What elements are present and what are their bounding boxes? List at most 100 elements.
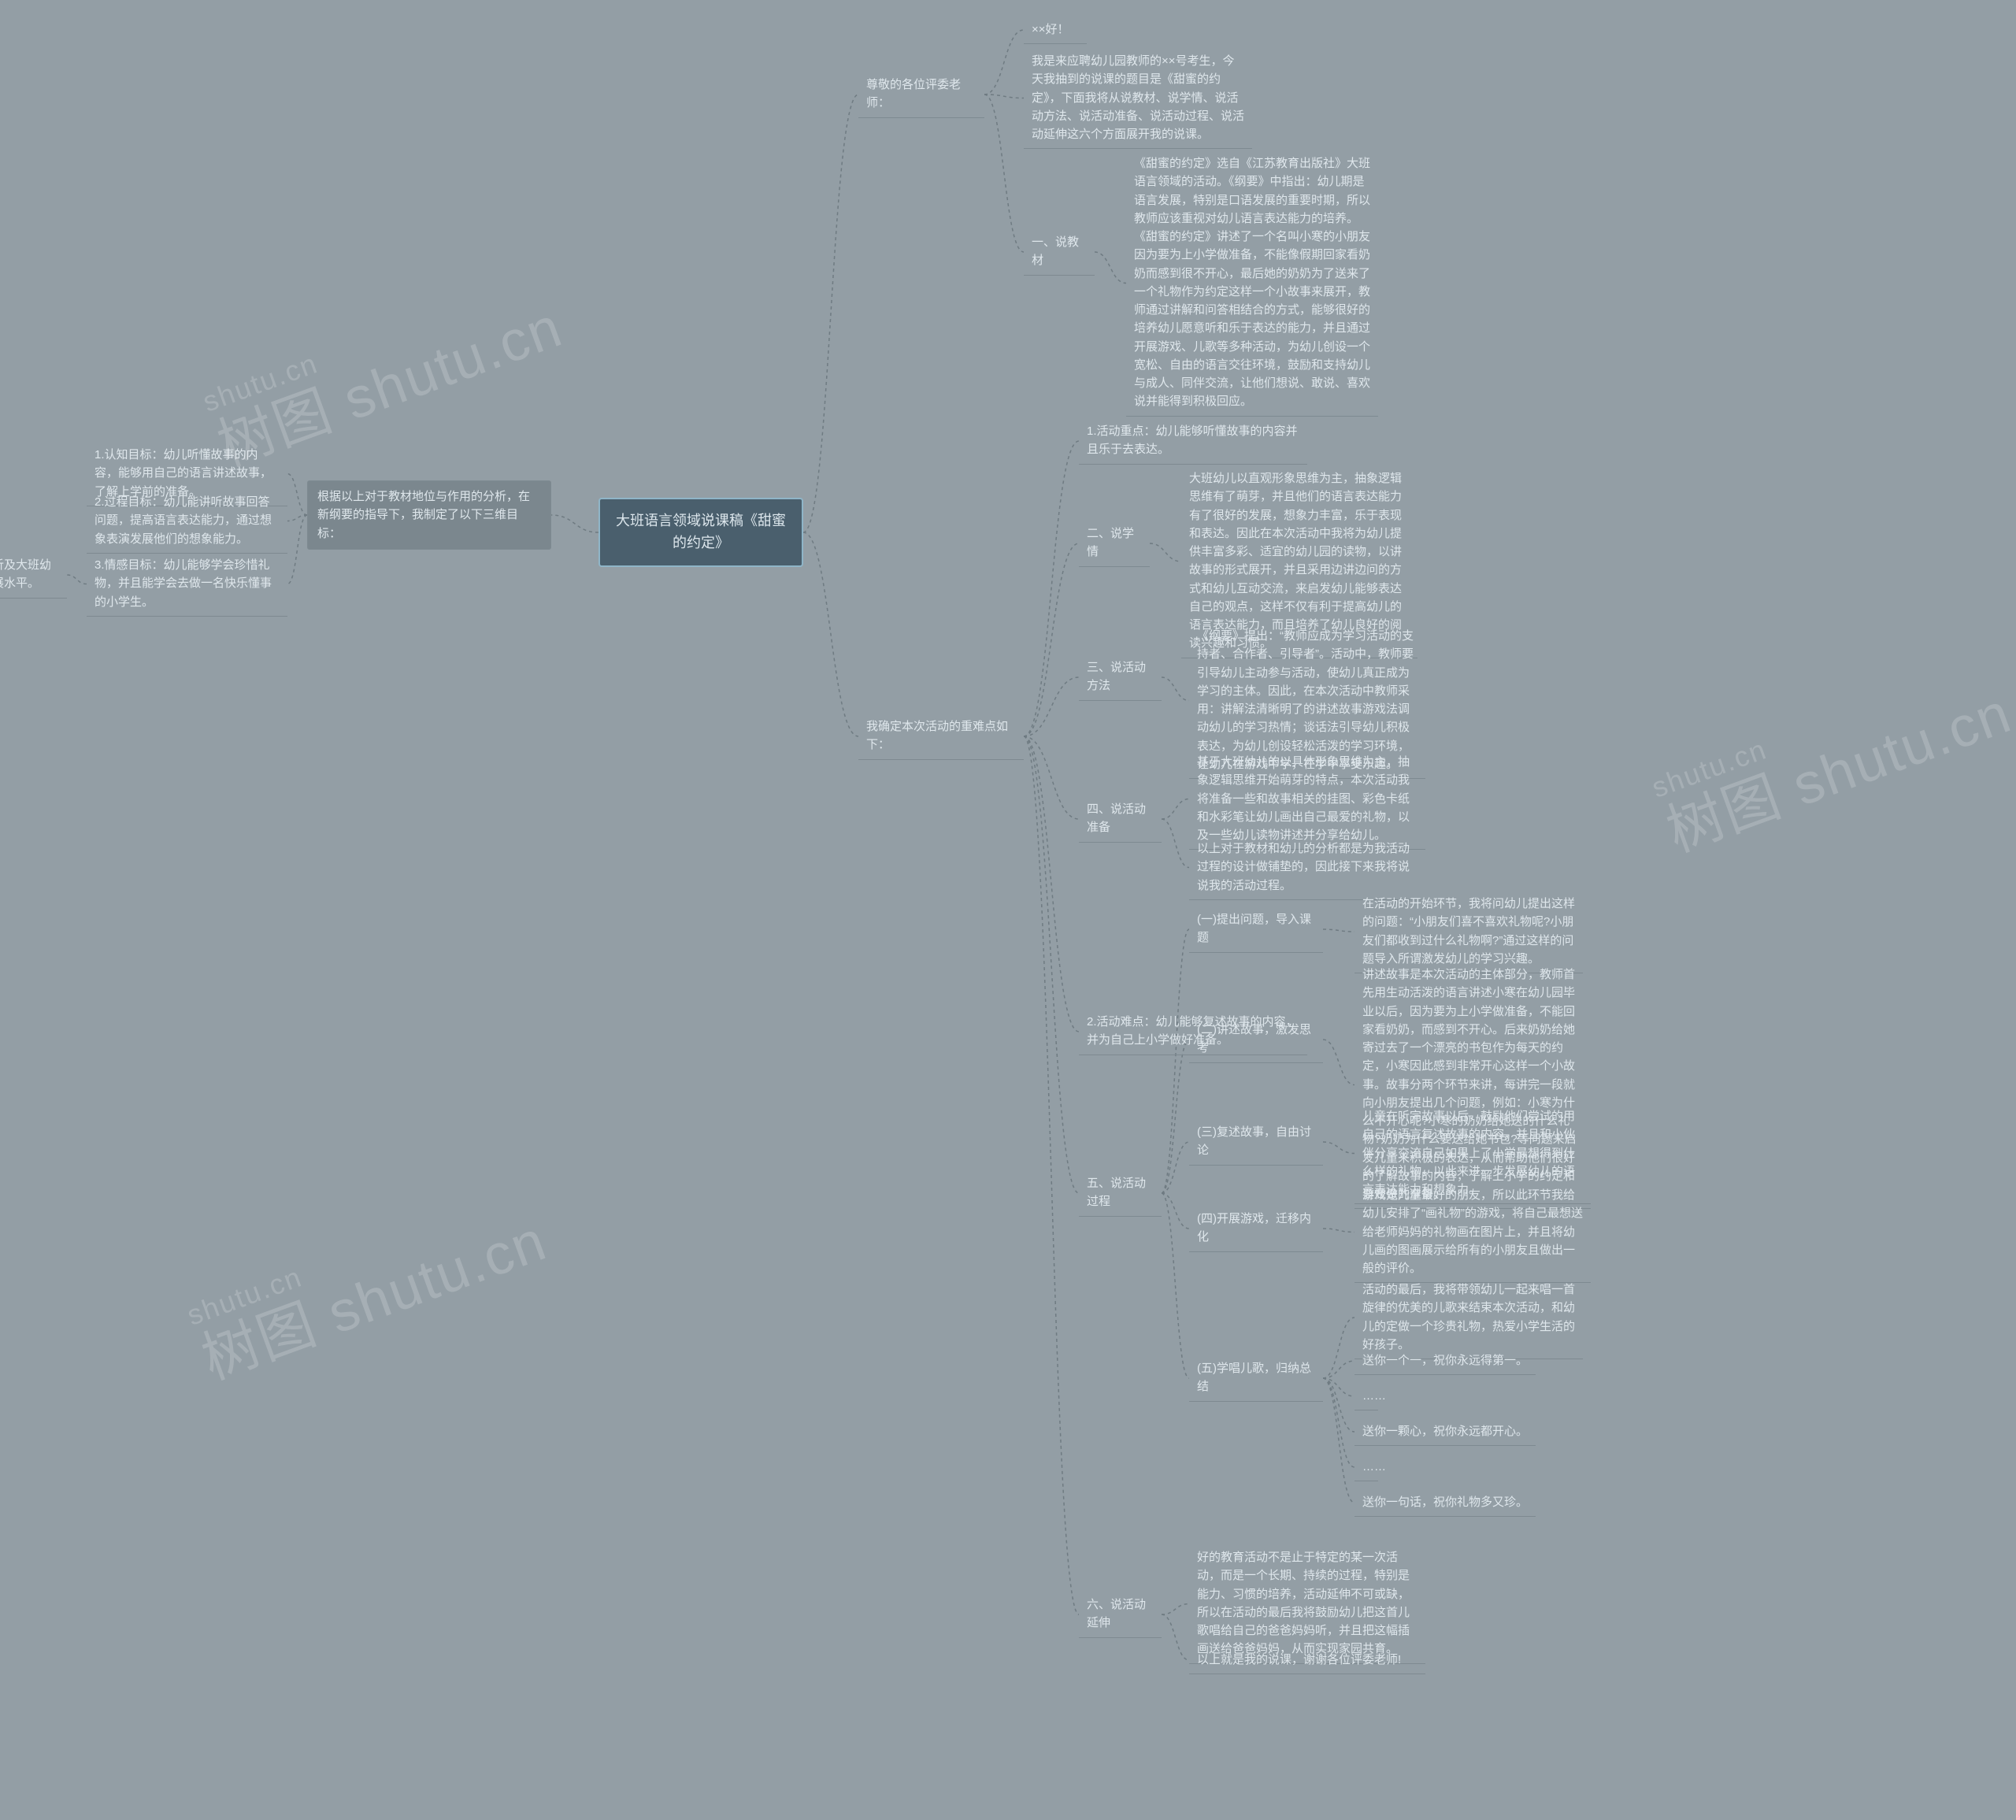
watermark-main: 树图 shutu.cn xyxy=(194,1209,554,1392)
node-text: 我是来应聘幼儿园教师的××号考生，今天我抽到的说课的题目是《甜蜜的约定》，下面我… xyxy=(1032,54,1244,141)
mindmap-node[interactable]: 送你一个一，祝你永远得第一。 xyxy=(1354,1347,1536,1375)
node-text: 以上就是我的说课，谢谢各位评委老师! xyxy=(1197,1653,1401,1666)
watermark: shutu.cn树图 shutu.cn xyxy=(1647,650,2016,867)
edge xyxy=(1323,1378,1354,1432)
mindmap-node[interactable]: 五、说活动过程 xyxy=(1079,1169,1162,1217)
mindmap-node[interactable]: 一、说教材 xyxy=(1024,228,1095,276)
node-text: 一、说教材 xyxy=(1032,235,1079,267)
mindmap-node[interactable]: 以上就是我的说课，谢谢各位评委老师! xyxy=(1189,1646,1425,1674)
node-text: 1.活动重点：幼儿能够听懂故事的内容并且乐于去表达。 xyxy=(1087,424,1298,456)
edge xyxy=(1162,819,1189,868)
node-text: 送你一个一，祝你永远得第一。 xyxy=(1362,1354,1528,1367)
edge xyxy=(1162,1142,1189,1193)
edge xyxy=(67,575,87,584)
node-text: 五、说活动过程 xyxy=(1087,1177,1146,1208)
node-text: 送你一颗心，祝你永远都开心。 xyxy=(1362,1425,1528,1438)
mindmap-root[interactable]: 大班语言领域说课稿《甜蜜的约定》 xyxy=(598,498,803,567)
mindmap-node[interactable]: 二、说学情 xyxy=(1079,520,1150,567)
mindmap-node[interactable]: (三)复述故事，自由讨论 xyxy=(1189,1118,1323,1166)
edge xyxy=(1323,929,1354,932)
edge xyxy=(1323,1378,1354,1467)
node-text: 大班语言领域说课稿《甜蜜的约定》 xyxy=(616,513,786,550)
mindmap-node[interactable]: 2.过程目标：幼儿能讲听故事回答问题，提高语言表达能力，通过想象表演发展他们的想… xyxy=(87,488,287,554)
node-text: 送你一句话，祝你礼物多又珍。 xyxy=(1362,1496,1528,1509)
mindmap-node[interactable]: 送你一颗心，祝你永远都开心。 xyxy=(1354,1418,1536,1446)
edge xyxy=(1024,543,1079,736)
node-text: 以上对于教材和幼儿的分析都是为我活动过程的设计做铺垫的，因此接下来我将说说我的活… xyxy=(1197,842,1410,892)
node-text: 游戏是儿童最好的朋友，所以此环节我给幼儿安排了“画礼物”的游戏，将自己最想送给老… xyxy=(1362,1188,1583,1275)
edge xyxy=(803,532,858,736)
edge xyxy=(1162,1040,1189,1193)
watermark-domain: shutu.cn xyxy=(183,1177,533,1332)
mindmap-node[interactable]: …… xyxy=(1354,1453,1378,1481)
mindmap-node[interactable]: 游戏是儿童最好的朋友，所以此环节我给幼儿安排了“画礼物”的游戏，将自己最想送给老… xyxy=(1354,1181,1591,1283)
node-text: 尊敬的各位评委老师： xyxy=(866,78,961,109)
mindmap-node[interactable]: (五)学唱儿歌，归纳总结 xyxy=(1189,1355,1323,1402)
edge xyxy=(1323,1378,1354,1396)
edge xyxy=(984,95,1024,252)
mindmap-node[interactable]: 三、说活动方法 xyxy=(1079,654,1162,701)
node-text: 基于大班幼儿的以具体形象思维为主，抽象逻辑思维开始萌芽的特点，本次活动我将准备一… xyxy=(1197,755,1410,842)
node-text: 活动的最后，我将带领幼儿一起来唱一首旋律的优美的儿歌来结束本次活动，和幼儿的定做… xyxy=(1362,1283,1575,1351)
mindmap-node[interactable]: 六、说活动延伸 xyxy=(1079,1591,1162,1638)
mindmap-node[interactable]: 1.活动重点：幼儿能够听懂故事的内容并且乐于去表达。 xyxy=(1079,417,1307,465)
mindmap-node[interactable]: 根据以上对于教材的分析及大班幼儿的年龄特点和语言发展水平。 xyxy=(0,551,67,599)
mindmap-node[interactable]: 送你一句话，祝你礼物多又珍。 xyxy=(1354,1488,1536,1517)
edge xyxy=(1323,1229,1354,1232)
edge xyxy=(1024,736,1079,1032)
mindmap-node[interactable]: …… xyxy=(1354,1382,1378,1410)
edge xyxy=(1323,1040,1354,1085)
edge xyxy=(1323,1318,1354,1378)
edge xyxy=(1162,677,1189,701)
node-text: …… xyxy=(1362,1389,1386,1403)
node-text: …… xyxy=(1362,1460,1386,1473)
node-text: 在活动的开始环节，我将问幼儿提出这样的问题：“小朋友们喜不喜欢礼物呢?小朋友们都… xyxy=(1362,897,1575,966)
mindmap-node[interactable]: 根据以上对于教材地位与作用的分析，在新纲要的指导下，我制定了以下三维目标： xyxy=(307,480,551,550)
edge xyxy=(1162,929,1189,1193)
edge xyxy=(1024,441,1079,736)
mindmap-node[interactable]: 尊敬的各位评委老师： xyxy=(858,71,984,118)
edge xyxy=(1095,252,1126,284)
edge xyxy=(984,30,1024,95)
edge xyxy=(1024,736,1079,1614)
edge xyxy=(1024,677,1079,736)
mindmap-node[interactable]: (一)提出问题，导入课题 xyxy=(1189,906,1323,953)
edge xyxy=(287,474,307,516)
edge xyxy=(1323,1361,1354,1378)
edge xyxy=(803,95,858,532)
node-text: 六、说活动延伸 xyxy=(1087,1598,1146,1629)
edge xyxy=(984,95,1024,98)
mindmap-node[interactable]: 《甜蜜的约定》选自《江苏教育出版社》大班语言领域的活动。《纲要》中指出：幼儿期是… xyxy=(1126,150,1378,417)
node-text: ××好！ xyxy=(1032,23,1069,36)
mindmap-node[interactable]: 四、说活动准备 xyxy=(1079,795,1162,843)
edge xyxy=(1323,1142,1354,1154)
edge xyxy=(1162,1193,1189,1378)
node-text: 《甜蜜的约定》选自《江苏教育出版社》大班语言领域的活动。《纲要》中指出：幼儿期是… xyxy=(1134,157,1370,408)
edge xyxy=(1323,1378,1354,1503)
node-text: 3.情感目标：幼儿能够学会珍惜礼物，并且能学会去做一名快乐懂事的小学生。 xyxy=(94,558,272,609)
node-text: 根据以上对于教材的分析及大班幼儿的年龄特点和语言发展水平。 xyxy=(0,558,51,590)
mindmap-node[interactable]: 3.情感目标：幼儿能够学会珍惜礼物，并且能学会去做一名快乐懂事的小学生。 xyxy=(87,551,287,617)
edge xyxy=(287,515,307,584)
edge xyxy=(1162,1193,1189,1229)
mindmap-node[interactable]: (二)讲述故事，激发思考 xyxy=(1189,1016,1323,1063)
edge xyxy=(1150,543,1181,562)
watermark-domain: shutu.cn xyxy=(1647,650,1998,804)
mindmap-node[interactable]: 我确定本次活动的重难点如下： xyxy=(858,713,1024,760)
node-text: (三)复述故事，自由讨论 xyxy=(1197,1125,1311,1157)
mindmap-node[interactable]: (四)开展游戏，迁移内化 xyxy=(1189,1205,1323,1252)
mindmap-node[interactable]: ××好！ xyxy=(1024,16,1087,44)
edge xyxy=(551,515,598,532)
node-text: (四)开展游戏，迁移内化 xyxy=(1197,1212,1311,1244)
node-text: 2.过程目标：幼儿能讲听故事回答问题，提高语言表达能力，通过想象表演发展他们的想… xyxy=(94,495,272,546)
mindmap-node[interactable]: 我是来应聘幼儿园教师的××号考生，今天我抽到的说课的题目是《甜蜜的约定》，下面我… xyxy=(1024,47,1252,149)
watermark-domain: shutu.cn xyxy=(198,264,549,418)
node-text: 我确定本次活动的重难点如下： xyxy=(866,720,1008,751)
watermark: shutu.cn树图 shutu.cn xyxy=(183,1177,556,1395)
node-text: (二)讲述故事，激发思考 xyxy=(1197,1023,1311,1055)
watermark-main: 树图 shutu.cn xyxy=(1658,681,2016,864)
edge xyxy=(1162,1604,1189,1615)
edge xyxy=(287,515,307,521)
node-text: 四、说活动准备 xyxy=(1087,803,1146,834)
node-text: 根据以上对于教材地位与作用的分析，在新纲要的指导下，我制定了以下三维目标： xyxy=(317,490,530,540)
